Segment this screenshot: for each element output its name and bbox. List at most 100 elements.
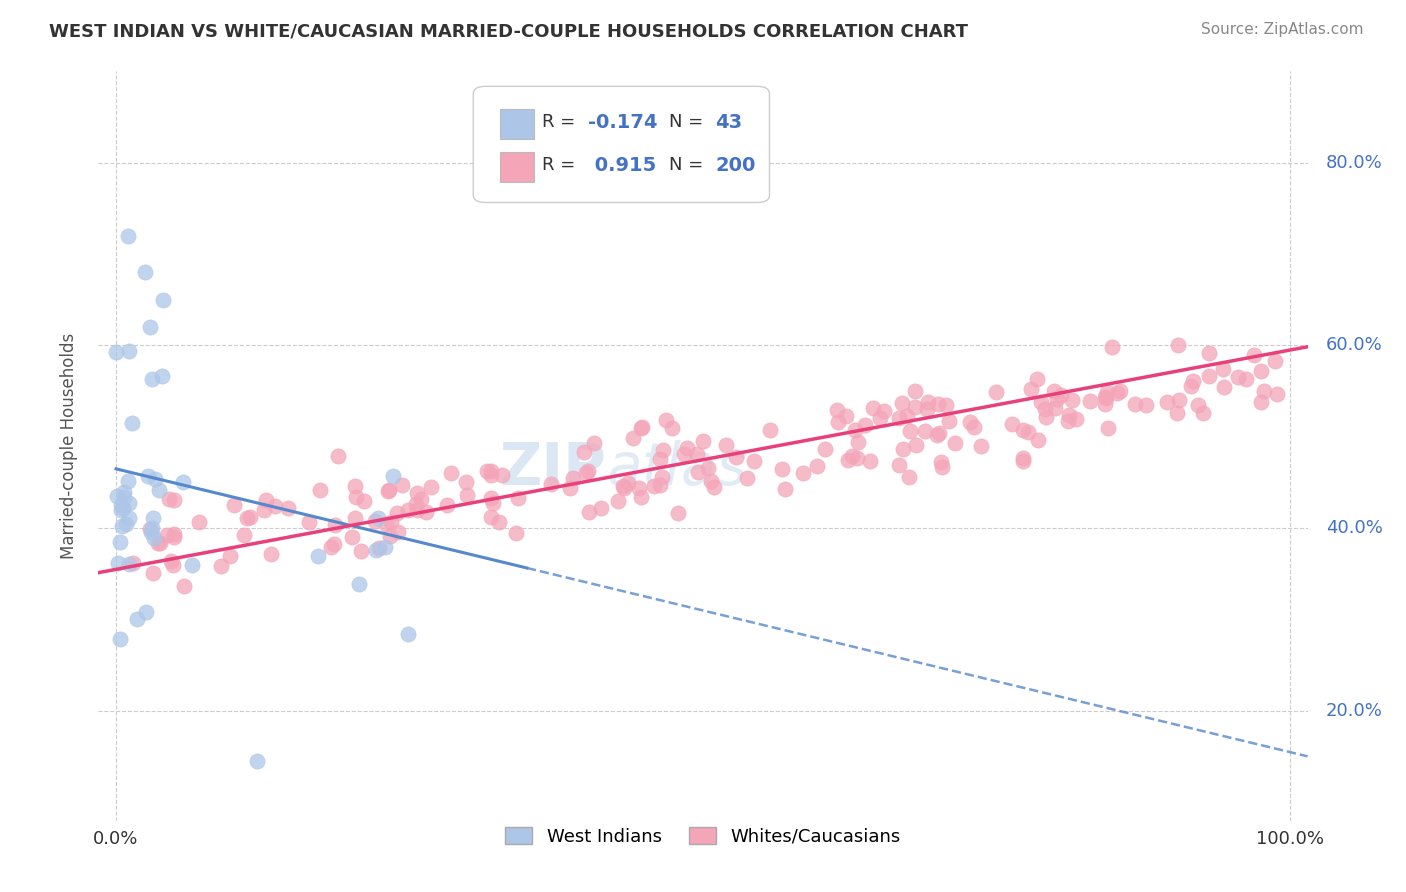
Point bbox=[236, 510, 259, 524]
Point bbox=[1035, 410, 1057, 425]
Point bbox=[887, 411, 910, 425]
Point bbox=[298, 515, 321, 529]
Point bbox=[773, 482, 796, 496]
Point bbox=[859, 454, 882, 468]
Point bbox=[630, 419, 652, 434]
Point bbox=[321, 540, 343, 554]
Point bbox=[141, 372, 163, 386]
Point bbox=[1109, 384, 1132, 398]
Point bbox=[696, 461, 718, 475]
Point bbox=[887, 458, 910, 472]
Point bbox=[873, 404, 896, 418]
Point bbox=[1212, 362, 1234, 376]
Point bbox=[725, 450, 748, 464]
Point bbox=[419, 480, 441, 494]
Point bbox=[1264, 353, 1286, 368]
Point bbox=[897, 470, 920, 484]
Point bbox=[686, 447, 709, 461]
Point bbox=[353, 494, 375, 508]
FancyBboxPatch shape bbox=[474, 87, 769, 202]
Point bbox=[612, 478, 634, 492]
Point bbox=[583, 436, 606, 450]
Point bbox=[409, 492, 432, 507]
Point bbox=[806, 459, 828, 474]
Point bbox=[652, 442, 675, 457]
Point bbox=[915, 401, 938, 416]
Point bbox=[814, 442, 837, 457]
Point bbox=[307, 549, 329, 564]
Point bbox=[157, 491, 180, 506]
Point bbox=[758, 423, 780, 437]
Point bbox=[846, 450, 869, 465]
Point bbox=[142, 531, 165, 545]
Point bbox=[323, 537, 346, 551]
Point bbox=[139, 524, 162, 539]
Point bbox=[209, 559, 232, 574]
Point bbox=[1135, 398, 1157, 412]
Point bbox=[1187, 398, 1209, 412]
Point bbox=[180, 558, 202, 572]
Point bbox=[146, 536, 169, 550]
Point bbox=[1166, 406, 1188, 420]
Point bbox=[396, 626, 419, 640]
Point bbox=[343, 511, 366, 525]
Point bbox=[377, 484, 399, 499]
Point bbox=[986, 384, 1008, 399]
Point bbox=[943, 435, 966, 450]
Point bbox=[367, 511, 389, 525]
Point bbox=[661, 421, 683, 435]
Point bbox=[364, 543, 387, 558]
Point bbox=[125, 612, 148, 626]
Point bbox=[904, 384, 927, 398]
Point bbox=[378, 529, 401, 543]
Point bbox=[1227, 370, 1250, 384]
Point bbox=[607, 493, 630, 508]
Point bbox=[1198, 346, 1220, 360]
Point bbox=[136, 469, 159, 483]
Point bbox=[260, 547, 283, 561]
Point bbox=[904, 400, 927, 414]
Point bbox=[540, 477, 562, 491]
Point bbox=[456, 488, 478, 502]
Point bbox=[676, 441, 699, 455]
Point bbox=[105, 345, 128, 359]
Point bbox=[387, 525, 409, 540]
Text: WEST INDIAN VS WHITE/CAUCASIAN MARRIED-COUPLE HOUSEHOLDS CORRELATION CHART: WEST INDIAN VS WHITE/CAUCASIAN MARRIED-C… bbox=[49, 22, 969, 40]
Point bbox=[364, 514, 387, 528]
Point bbox=[406, 486, 429, 500]
Point bbox=[692, 434, 714, 449]
Point bbox=[343, 479, 366, 493]
Point bbox=[1094, 397, 1116, 411]
Point bbox=[1057, 414, 1080, 428]
Point bbox=[344, 490, 367, 504]
Point bbox=[576, 464, 599, 478]
Point bbox=[686, 465, 709, 479]
Point bbox=[505, 525, 527, 540]
Point bbox=[110, 498, 132, 512]
Point bbox=[835, 409, 858, 423]
Point bbox=[627, 481, 650, 495]
Point bbox=[375, 517, 398, 532]
Point bbox=[112, 491, 135, 505]
Point bbox=[1033, 402, 1056, 417]
Point bbox=[1042, 384, 1064, 398]
FancyBboxPatch shape bbox=[501, 109, 534, 139]
Point bbox=[714, 438, 737, 452]
Point bbox=[479, 468, 502, 483]
Point bbox=[900, 424, 922, 438]
Point bbox=[143, 472, 166, 486]
Point bbox=[163, 493, 186, 508]
Text: N =: N = bbox=[669, 113, 709, 131]
Point bbox=[135, 605, 157, 619]
Point bbox=[1021, 382, 1043, 396]
Point bbox=[1001, 417, 1024, 431]
Point bbox=[163, 527, 186, 541]
Point bbox=[440, 466, 463, 480]
Point bbox=[1243, 348, 1265, 362]
Point bbox=[1012, 454, 1035, 468]
Point bbox=[142, 511, 165, 525]
Point bbox=[846, 434, 869, 449]
Point bbox=[350, 544, 373, 558]
Text: 200: 200 bbox=[716, 155, 755, 175]
Point bbox=[844, 423, 866, 437]
